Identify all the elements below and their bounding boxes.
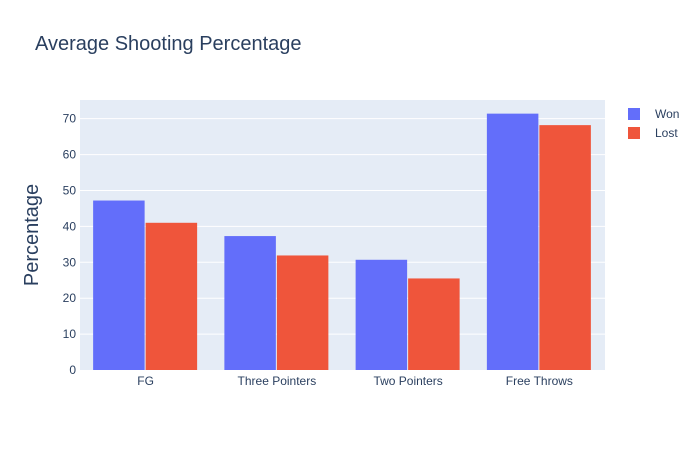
y-axis-ticks: 0 10 20 30 40 50 60 70 <box>63 112 77 377</box>
x-tick-label: Free Throws <box>506 374 573 388</box>
bar-won-free-throws[interactable] <box>486 113 539 370</box>
bar-won-three-pointers[interactable] <box>224 236 276 370</box>
y-tick-label: 20 <box>63 291 77 305</box>
x-tick-label: Two Pointers <box>373 374 442 388</box>
y-axis-label: Percentage <box>21 184 43 286</box>
y-tick-label: 60 <box>63 148 77 162</box>
bar-lost-fg[interactable] <box>145 222 198 370</box>
legend-swatch-won[interactable] <box>628 108 640 120</box>
bar-lost-two-pointers[interactable] <box>408 278 460 370</box>
bar-won-two-pointers[interactable] <box>355 259 408 370</box>
bar-lost-free-throws[interactable] <box>539 125 591 370</box>
y-tick-label: 0 <box>69 363 76 377</box>
legend-swatch-lost[interactable] <box>628 127 640 139</box>
legend[interactable]: Won Lost <box>628 107 679 140</box>
x-axis-ticks: FG Three Pointers Two Pointers Free Throws <box>137 374 573 388</box>
legend-label-won[interactable]: Won <box>655 107 679 121</box>
bar-lost-three-pointers[interactable] <box>276 255 329 370</box>
y-tick-label: 40 <box>63 219 77 233</box>
y-tick-label: 30 <box>63 255 77 269</box>
y-tick-label: 10 <box>63 327 77 341</box>
chart-title: Average Shooting Percentage <box>35 33 302 55</box>
x-tick-label: FG <box>137 374 154 388</box>
y-tick-label: 70 <box>63 112 77 126</box>
x-tick-label: Three Pointers <box>238 374 317 388</box>
y-tick-label: 50 <box>63 183 77 197</box>
legend-label-lost[interactable]: Lost <box>655 126 678 140</box>
bars <box>93 113 591 370</box>
bar-won-fg[interactable] <box>93 200 145 370</box>
